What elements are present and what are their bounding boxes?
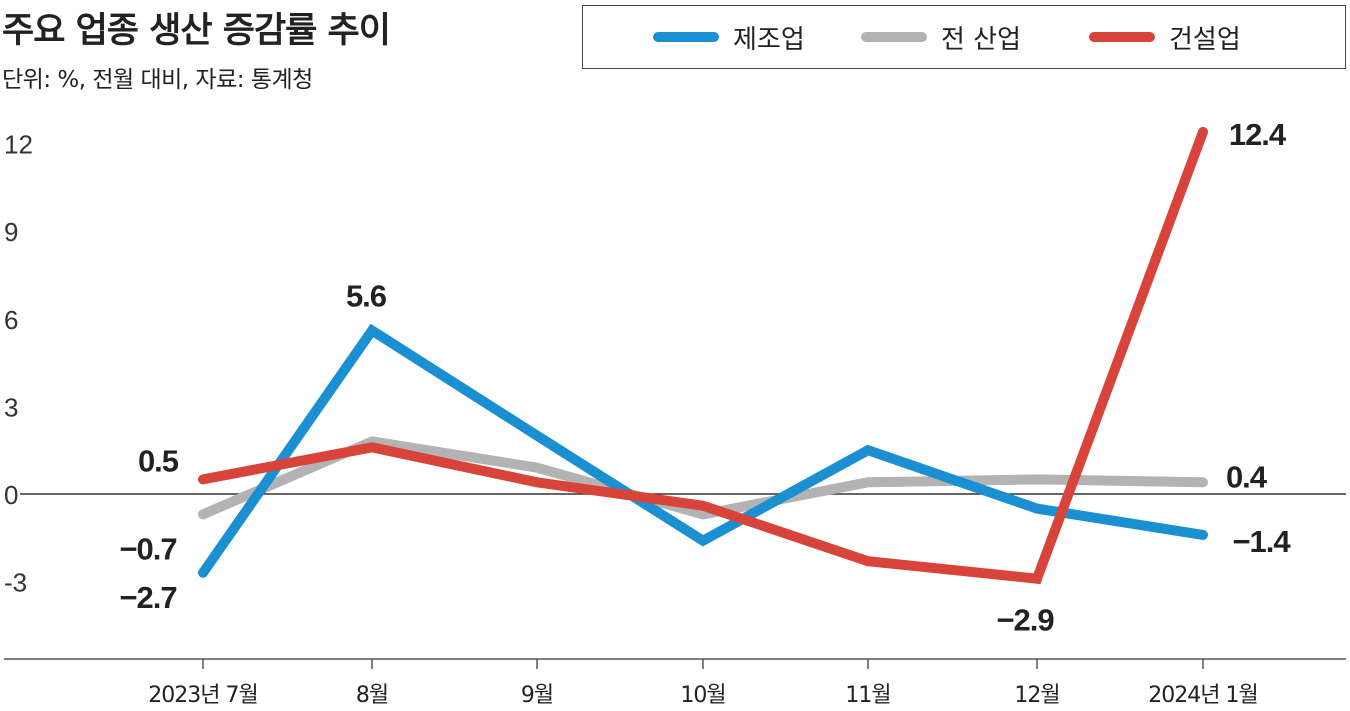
series-line-all-industry <box>198 436 1208 520</box>
data-label: −2.9 <box>996 603 1054 638</box>
legend-item-all-industry: 전 산업 <box>861 18 1021 56</box>
x-tick-label: 11월 <box>845 683 890 708</box>
legend-swatch-manufacturing <box>653 32 719 42</box>
x-tick-label: 12월 <box>1014 683 1059 708</box>
y-tick-label: 0 <box>4 480 18 510</box>
series-line-construction <box>198 126 1208 585</box>
y-tick-label: -3 <box>4 568 27 598</box>
x-tick-label: 2024년 1월 <box>1148 683 1257 708</box>
x-tick-label: 2023년 7월 <box>148 683 257 708</box>
legend-swatch-construction <box>1089 32 1155 42</box>
series-line-manufacturing <box>198 323 1208 578</box>
x-tick-label: 10월 <box>680 683 725 708</box>
legend-item-manufacturing: 제조업 <box>653 18 805 56</box>
data-label: −0.7 <box>119 531 176 566</box>
data-label: −1.4 <box>1232 524 1291 559</box>
data-label: 5.6 <box>346 278 387 313</box>
legend-swatch-all-industry <box>861 32 927 42</box>
y-tick-label: 12 <box>4 130 33 160</box>
data-label: −2.7 <box>119 580 176 615</box>
data-label: 0.4 <box>1226 459 1268 494</box>
chart-subtitle: 단위: %, 전월 대비, 자료: 통계청 <box>2 67 313 93</box>
data-label: 0.5 <box>138 443 179 478</box>
data-label: 12.4 <box>1229 117 1287 152</box>
chart-legend: 제조업 전 산업 건설업 <box>582 5 1346 69</box>
y-tick-label: 9 <box>4 217 18 247</box>
y-tick-label: 6 <box>4 305 18 335</box>
legend-label-all-industry: 전 산업 <box>941 24 1022 55</box>
chart-title: 주요 업종 생산 증감률 추이 <box>2 11 391 51</box>
x-tick-label: 9월 <box>521 683 553 708</box>
legend-label-manufacturing: 제조업 <box>733 24 805 55</box>
x-tick-label: 8월 <box>356 683 388 708</box>
legend-item-construction: 건설업 <box>1089 18 1241 56</box>
legend-label-construction: 건설업 <box>1169 24 1241 55</box>
y-tick-label: 3 <box>4 392 18 422</box>
